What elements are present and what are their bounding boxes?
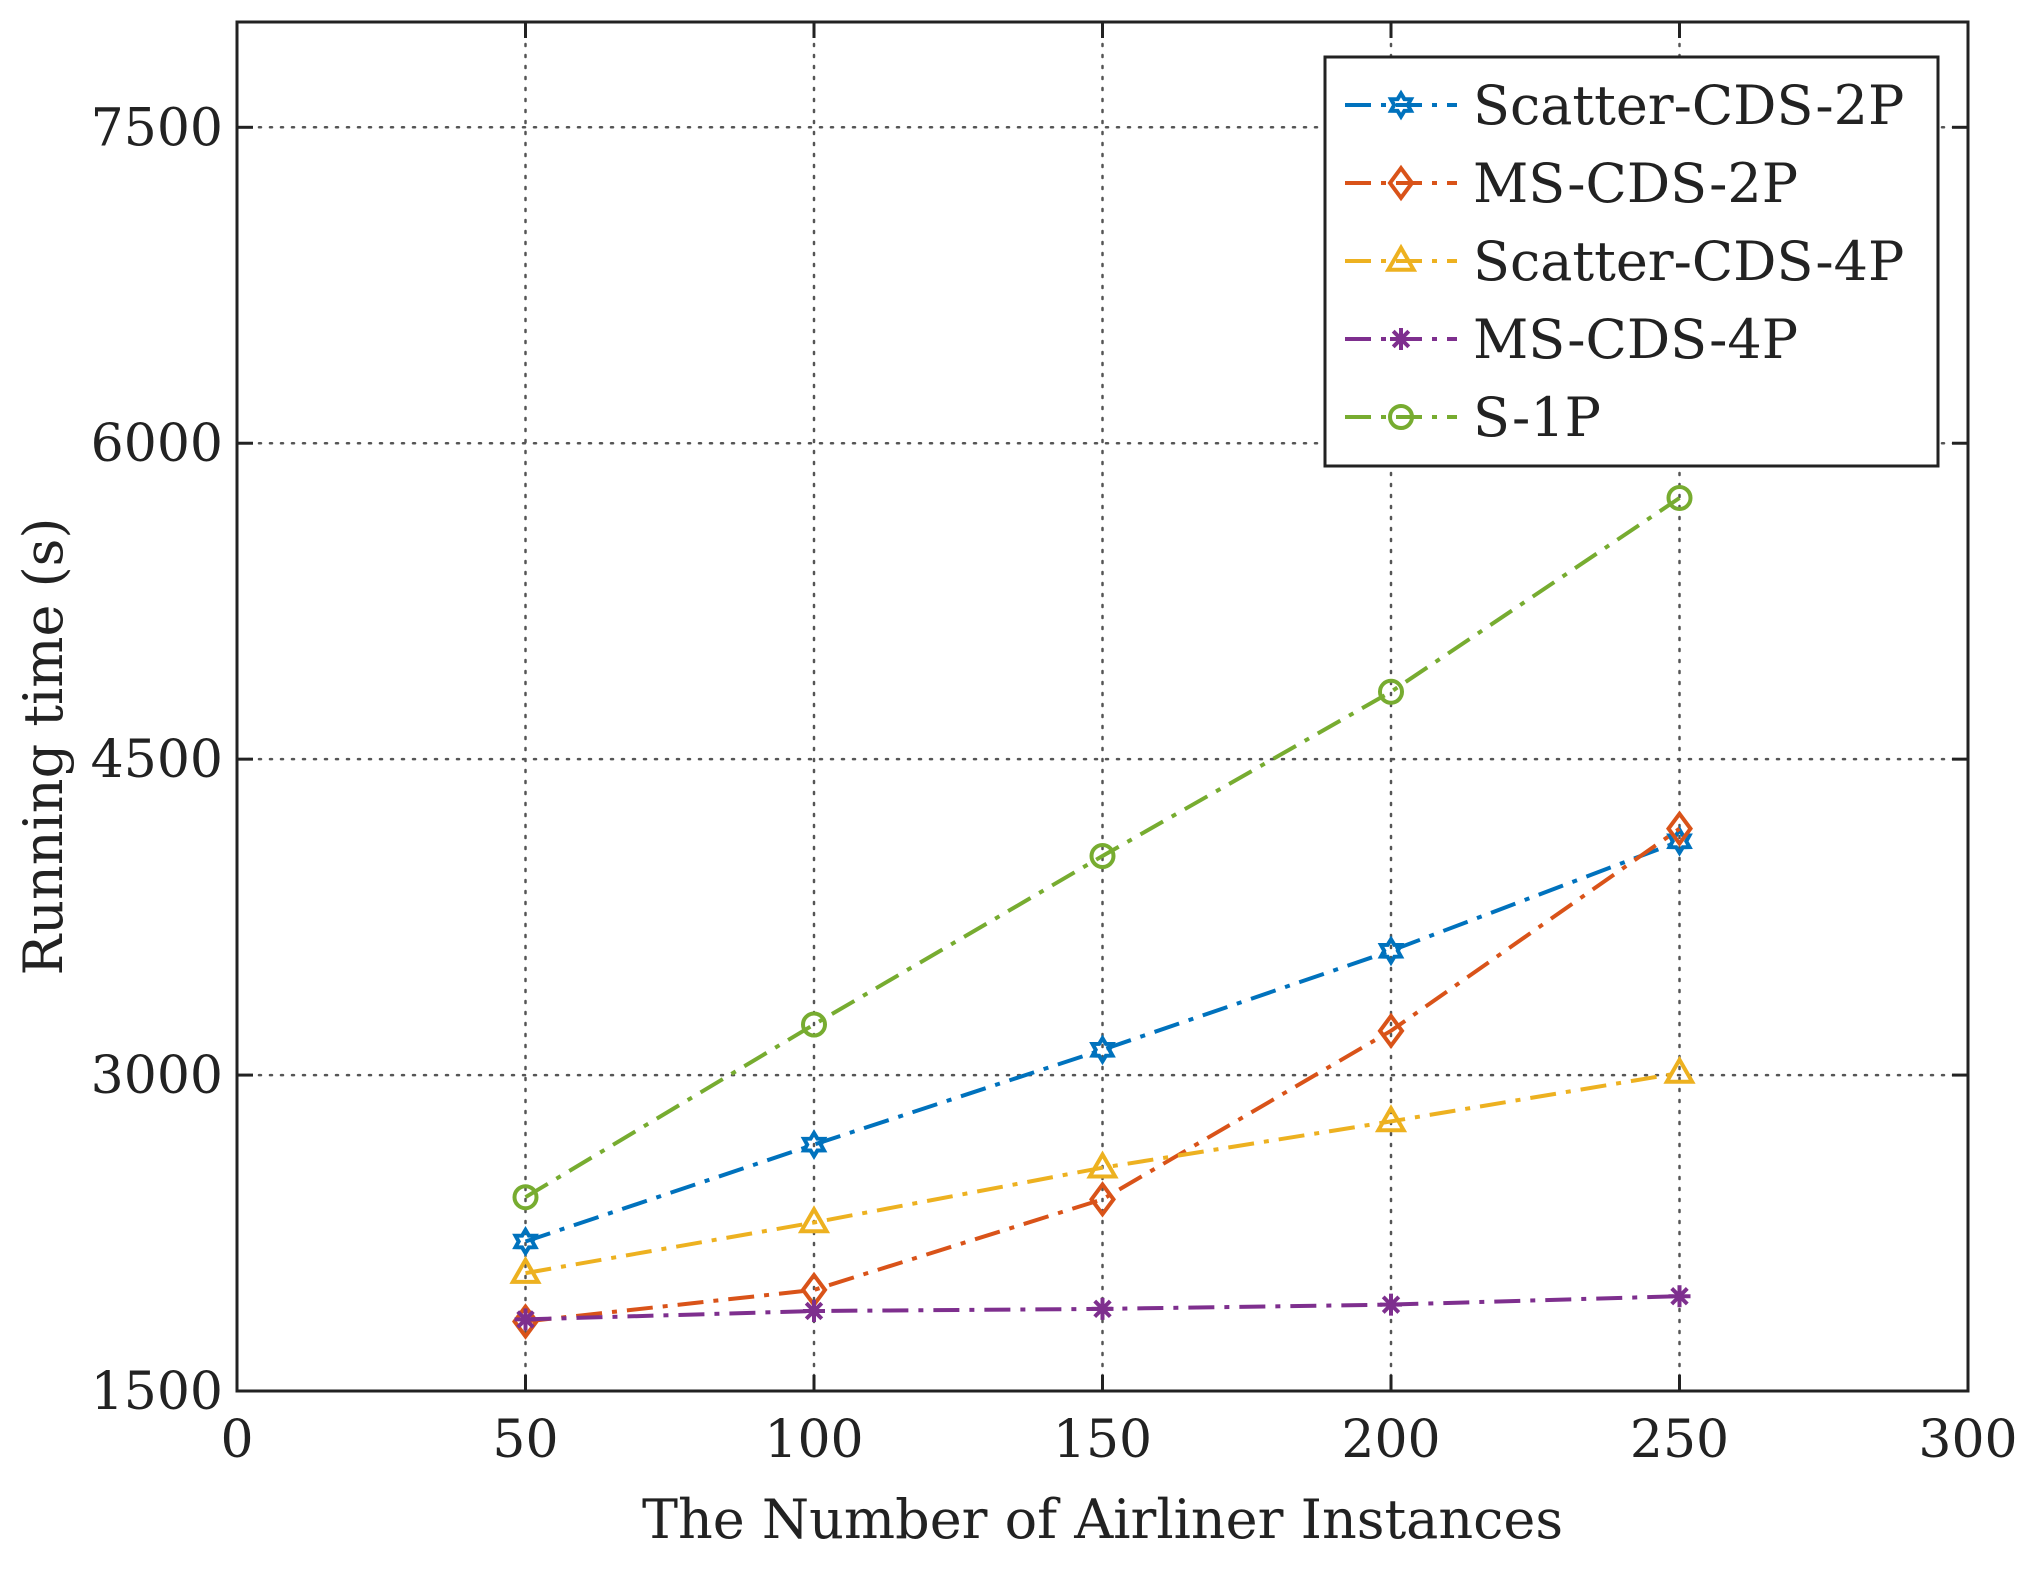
legend-swatch-marker	[1387, 89, 1415, 121]
data-point-scatter-cds-2p	[1089, 1034, 1116, 1066]
series-ms-cds-2p	[512, 810, 1693, 1340]
legend-swatch-marker	[1387, 164, 1415, 202]
data-point-ms-cds-4p	[514, 1308, 537, 1331]
x-axis-label: The Number of Airliner Instances	[642, 1488, 1563, 1551]
legend-swatch-marker	[1390, 328, 1412, 350]
y-tick-label: 4500	[91, 730, 223, 790]
series-ms-cds-4p	[514, 1285, 1691, 1331]
asterisk-stroke	[804, 1301, 824, 1321]
asterisk-stroke	[1093, 1299, 1112, 1319]
data-point-scatter-cds-2p	[800, 1129, 828, 1160]
asterisk-stroke	[516, 1310, 535, 1329]
x-tick-label: 200	[1341, 1410, 1440, 1470]
legend-label: MS-CDS-4P	[1473, 308, 1798, 371]
data-point-scatter-cds-2p	[1666, 825, 1693, 857]
axis-ticks: 0 50 100 150 200 250 300 1500 3000 4500 6000 7500	[91, 22, 2018, 1470]
data-point-s-1p	[1666, 484, 1693, 511]
legend-item-ms-cds-4p: MS-CDS-4P	[1345, 308, 1798, 371]
data-point-ms-cds-2p	[1377, 1012, 1405, 1050]
data-point-ms-cds-2p	[1666, 810, 1693, 847]
data-point-scatter-cds-4p	[1086, 1150, 1119, 1179]
series-lines	[509, 484, 1696, 1340]
x-tick-label: 150	[1053, 1410, 1152, 1470]
series-s-1p	[512, 484, 1693, 1211]
legend-label: Scatter-CDS-2P	[1473, 74, 1904, 137]
data-point-ms-cds-4p	[803, 1299, 825, 1322]
data-point-s-1p	[1378, 678, 1404, 705]
data-point-scatter-cds-4p	[797, 1205, 831, 1234]
x-tick-label: 100	[764, 1410, 863, 1470]
legend-label: MS-CDS-2P	[1473, 152, 1798, 215]
series-scatter-cds-2p	[512, 825, 1693, 1257]
legend-item-ms-cds-2p: MS-CDS-2P	[1345, 152, 1798, 215]
data-point-ms-cds-2p	[512, 1303, 539, 1340]
legend-item-s-1p: S-1P	[1345, 386, 1601, 449]
y-tick-label: 7500	[91, 98, 223, 158]
x-tick-label: 0	[220, 1410, 253, 1470]
asterisk-stroke	[1391, 329, 1411, 349]
data-point-s-1p	[512, 1184, 539, 1211]
legend-swatch-marker	[1388, 404, 1414, 430]
x-tick-label: 300	[1918, 1410, 2017, 1470]
legend-item-scatter-cds-2p: Scatter-CDS-2P	[1345, 74, 1904, 137]
y-tick-label: 3000	[91, 1046, 223, 1106]
legend-label: Scatter-CDS-4P	[1473, 230, 1904, 293]
legend: Scatter-CDS-2P MS-CDS-2P Scatter-CDS-4P MS-…	[1323, 55, 1940, 468]
series-line-ms-cds-2p	[525, 827, 1681, 1324]
y-axis-label: Running time (s)	[12, 518, 75, 976]
y-tick-label: 1500	[91, 1362, 223, 1422]
data-point-scatter-cds-4p	[1663, 1055, 1696, 1084]
data-point-scatter-cds-4p	[509, 1255, 542, 1284]
series-line-s-1p	[524, 496, 1681, 1199]
legend-label: S-1P	[1473, 386, 1601, 449]
data-point-scatter-cds-2p	[1377, 935, 1405, 967]
y-tick-label: 6000	[91, 414, 223, 474]
data-point-s-1p	[801, 1011, 827, 1038]
series-scatter-cds-4p	[509, 1055, 1696, 1284]
data-point-ms-cds-4p	[1668, 1285, 1691, 1308]
legend-box	[1323, 55, 1940, 468]
data-point-ms-cds-2p	[1089, 1181, 1116, 1218]
data-point-scatter-cds-4p	[1374, 1104, 1408, 1133]
asterisk-stroke	[1670, 1287, 1689, 1306]
x-tick-label: 250	[1630, 1410, 1729, 1470]
asterisk-stroke	[1381, 1295, 1401, 1314]
x-tick-label: 50	[492, 1410, 558, 1470]
legend-item-scatter-cds-4p: Scatter-CDS-4P	[1345, 230, 1904, 293]
legend-swatch-marker	[1384, 243, 1418, 272]
data-point-ms-cds-4p	[1091, 1297, 1114, 1320]
data-point-s-1p	[1089, 843, 1116, 870]
data-point-scatter-cds-2p	[512, 1225, 539, 1257]
series-line-scatter-cds-4p	[525, 1071, 1680, 1276]
data-point-ms-cds-4p	[1380, 1293, 1402, 1316]
